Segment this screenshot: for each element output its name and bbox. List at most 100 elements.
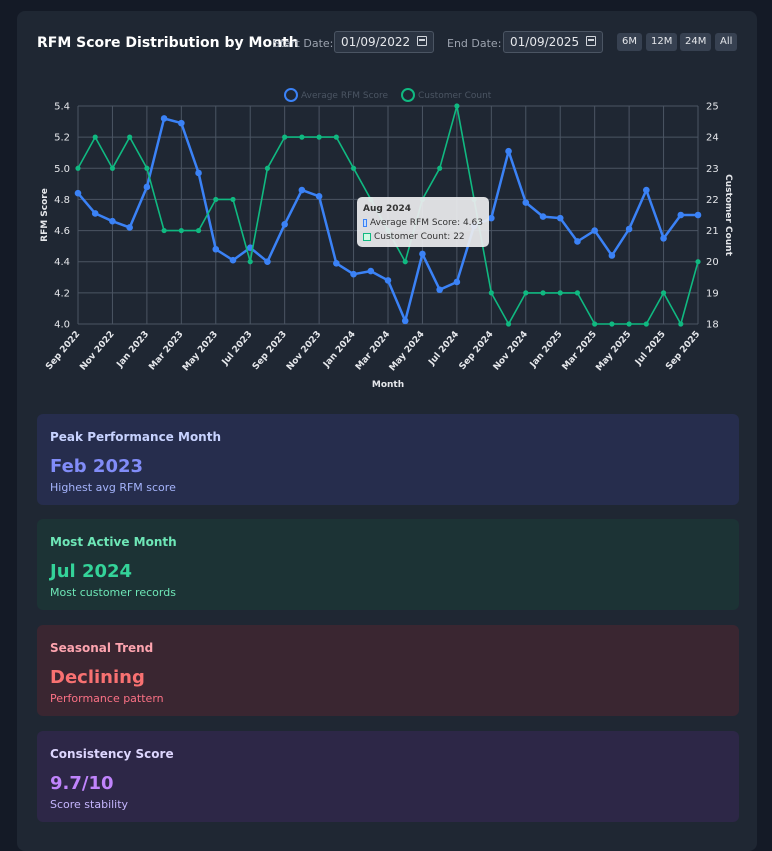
customer-count-point [92, 134, 98, 140]
x-tick-label: Jan 2025 [528, 330, 565, 371]
rfm-score-point [505, 147, 512, 155]
stat-card: Peak Performance Month Feb 2023 Highest av… [37, 414, 739, 505]
rfm-score-point [178, 119, 185, 127]
range-6m-button[interactable]: 6M [617, 33, 642, 51]
customer-count-point [574, 290, 581, 296]
x-tick-label: Mar 2024 [354, 330, 392, 373]
customer-count-point [144, 165, 150, 171]
rfm-score-point [660, 235, 667, 242]
rfm-score-point [109, 217, 116, 225]
customer-count-point [213, 196, 219, 203]
chart-title: RFM Score Distribution by Month [37, 35, 299, 51]
y2-tick-label: 23 [706, 164, 719, 175]
y-tick-label: 4.2 [54, 288, 70, 299]
customer-count-point [333, 134, 339, 140]
rfm-line-chart[interactable]: 4.0 4.2 4.4 4.6 4.8 5.0 5.2 5.4 18 19 20 21 22 23 24 25… [0, 0, 772, 400]
x-axis-title: Month [372, 380, 404, 390]
rfm-score-point [126, 224, 133, 231]
calendar-icon[interactable] [417, 36, 427, 46]
y2-tick-label: 20 [706, 257, 719, 268]
rfm-score-point [539, 213, 547, 220]
customer-count-point [437, 165, 443, 171]
stat-card-subtitle: Score stability [50, 798, 129, 811]
stat-card-subtitle: Most customer records [50, 586, 176, 599]
customer-count-point [454, 103, 460, 109]
stat-card-title: Seasonal Trend [50, 641, 154, 655]
stat-card-value: Feb 2023 [50, 456, 144, 477]
tooltip-swatch-rfm [363, 219, 367, 227]
rfm-score-point [574, 238, 581, 245]
rfm-score-point [522, 199, 530, 206]
range-24m-button[interactable]: 24M [680, 33, 712, 51]
x-tick-label: Nov 2024 [492, 330, 530, 373]
rfm-score-point [556, 214, 564, 222]
stat-card-title: Peak Performance Month [50, 430, 222, 444]
start-date-label: Start Date: [273, 37, 334, 50]
stat-card-value: Declining [50, 667, 145, 688]
customer-count-point [557, 290, 563, 296]
customer-count-point [695, 259, 701, 265]
calendar-icon[interactable] [586, 36, 596, 46]
tooltip-row-count: Customer Count: 22 [363, 230, 483, 244]
customer-count-point [488, 290, 494, 296]
chart-tooltip: Aug 2024 Average RFM Score: 4.63 Custome… [357, 197, 489, 247]
stat-card-value: 9.7/10 [50, 773, 114, 794]
y-tick-label: 4.6 [54, 226, 70, 237]
x-tick-label: Jul 2023 [220, 330, 255, 369]
rfm-score-point [677, 211, 685, 219]
x-tick-label: Mar 2025 [561, 330, 599, 373]
legend-marker [284, 88, 298, 102]
customer-count-point [660, 290, 667, 296]
y2-axis-title: Customer Count [723, 174, 733, 257]
customer-count-point [609, 321, 615, 327]
end-date-value: 01/09/2025 [510, 35, 580, 49]
range-12m-button[interactable]: 12M [646, 33, 678, 51]
stat-card-subtitle: Highest avg RFM score [50, 481, 176, 494]
stat-card: Consistency Score 9.7/10 Score stability [37, 731, 739, 822]
x-tick-label: Jul 2025 [633, 330, 668, 369]
x-tick-label: Nov 2023 [285, 330, 323, 373]
start-date-input[interactable]: 01/09/2022 [334, 31, 434, 53]
legend-label: Average RFM Score [301, 91, 389, 101]
customer-count-point [505, 321, 512, 327]
rfm-score-point [419, 250, 426, 258]
rfm-score-point [298, 186, 306, 194]
customer-count-point [264, 165, 271, 171]
stat-card: Most Active Month Jul 2024 Most customer r… [37, 519, 739, 610]
customer-count-point [643, 321, 649, 327]
x-tick-label: Jan 2024 [321, 330, 358, 371]
start-date-value: 01/09/2022 [341, 35, 411, 49]
x-tick-label: May 2023 [181, 330, 220, 374]
rfm-score-point [212, 245, 220, 253]
customer-count-point [195, 227, 202, 234]
y2-tick-label: 19 [706, 288, 719, 299]
customer-count-point [592, 321, 598, 327]
customer-count-point [316, 134, 322, 140]
customer-count-point [75, 165, 81, 171]
y-tick-label: 4.4 [54, 257, 70, 268]
customer-count-point [161, 227, 167, 234]
legend-marker [401, 88, 415, 102]
customer-count-point [350, 165, 357, 171]
x-tick-label: Mar 2023 [147, 330, 185, 373]
customer-count-point [230, 196, 236, 203]
range-all-button[interactable]: All [715, 33, 738, 51]
y2-tick-label: 21 [706, 226, 719, 237]
end-date-label: End Date: [447, 37, 502, 50]
x-tick-label: May 2024 [388, 330, 427, 374]
rfm-score-point [488, 214, 495, 222]
tooltip-rfm-value: Average RFM Score: 4.63 [369, 218, 483, 228]
rfm-score-point [160, 115, 168, 122]
rfm-score-point [74, 189, 82, 197]
y-axis-title: RFM Score [40, 188, 50, 242]
y2-tick-label: 22 [706, 195, 719, 206]
customer-count-point [523, 290, 529, 296]
tooltip-count-value: Customer Count: 22 [374, 232, 465, 242]
x-tick-label: Jan 2023 [115, 330, 152, 371]
x-tick-label: Jul 2024 [427, 330, 462, 369]
rfm-score-point [281, 221, 288, 228]
rfm-score-point [453, 278, 461, 286]
stat-card-subtitle: Performance pattern [50, 692, 164, 705]
y-tick-label: 5.2 [54, 133, 70, 144]
end-date-input[interactable]: 01/09/2025 [503, 31, 603, 53]
